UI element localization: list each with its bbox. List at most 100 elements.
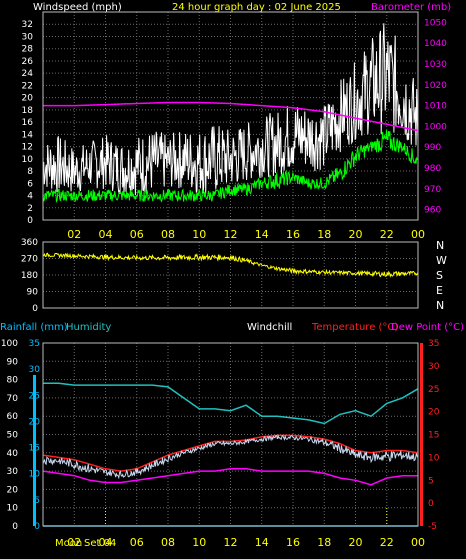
rainfall-tick-label: 0 (34, 522, 40, 532)
time-tick-label: 18 (317, 228, 331, 241)
humidity-tick-label: 10 (7, 504, 19, 514)
time-tick-label: 14 (255, 228, 269, 241)
time-tick-label: 12 (224, 536, 238, 549)
barometer-tick-label: 960 (424, 206, 441, 216)
windspeed-tick-label: 30 (22, 32, 34, 42)
time-tick-label: 08 (161, 536, 175, 549)
panel3-frame (42, 342, 419, 527)
barometer-tick-label: 990 (424, 143, 441, 153)
temperature-axis-bar (420, 343, 423, 526)
temperature-tick-label: 15 (428, 431, 439, 441)
windspeed-tick-label: 26 (22, 57, 34, 67)
humidity-tick-label: 80 (7, 376, 19, 386)
humidity-tick-label: 30 (7, 467, 19, 477)
barometer-tick-label: 1000 (424, 122, 447, 132)
windspeed-tick-label: 32 (22, 20, 33, 30)
humidity-axis-title: Humidity (66, 322, 111, 333)
time-tick-label: 02 (67, 228, 81, 241)
time-tick-label: 22 (380, 536, 394, 549)
windspeed-line (42, 23, 419, 196)
panel2-frame (42, 241, 419, 309)
temperature-ticks: -5 0 5 10 15 20 25 30 35 (428, 339, 440, 532)
time-tick-label: 22 (380, 228, 394, 241)
time-tick-label: 02 (67, 536, 81, 549)
dewpoint-line (42, 468, 418, 486)
windspeed-tick-label: 2 (27, 204, 33, 214)
rainfall-tick-label: 35 (29, 339, 40, 349)
windspeed-tick-label: 14 (22, 130, 34, 140)
time-tick-label: 16 (286, 536, 300, 549)
barometer-tick-label: 1040 (424, 39, 447, 49)
rainfall-axis-title: Rainfall (mm) (0, 322, 68, 333)
rainfall-axis-bar (33, 375, 36, 526)
windspeed-tick-label: 28 (22, 45, 34, 55)
windspeed-tick-label: 20 (22, 94, 34, 104)
barometer-tick-label: 1030 (424, 60, 447, 70)
time-tick-label: 12 (224, 228, 238, 241)
windspeed-tick-label: 8 (27, 167, 33, 177)
windspeed-tick-label: 22 (22, 81, 33, 91)
windspeed-tick-label: 16 (22, 118, 34, 128)
panel1-series (42, 23, 419, 204)
graph-title: 24 hour graph day : 02 June 2025 (172, 2, 341, 13)
humidity-tick-label: 0 (12, 522, 18, 532)
time-tick-label: 00 (411, 536, 425, 549)
barometer-tick-label: 970 (424, 185, 441, 195)
time-tick-label: 04 (99, 536, 113, 549)
dewpoint-axis-title: Dew Point (°C) (391, 322, 464, 333)
humidity-tick-label: 70 (7, 394, 19, 404)
panel1-frame (42, 11, 419, 221)
direction-tick-label: 360 (21, 238, 38, 248)
wind-direction-line (42, 252, 419, 278)
temperature-tick-label: 20 (428, 408, 440, 418)
time-tick-label: 20 (349, 228, 363, 241)
temperature-tick-label: -5 (428, 522, 437, 532)
compass-label: E (436, 284, 443, 297)
temperature-tick-label: 5 (428, 476, 434, 486)
windspeed-tick-label: 12 (22, 143, 33, 153)
temperature-tick-label: 10 (428, 453, 440, 463)
windspeed-tick-label: 18 (22, 106, 34, 116)
humidity-tick-label: 40 (7, 449, 19, 459)
windspeed-tick-label: 0 (27, 216, 33, 226)
moonset-label: Set 04 (84, 538, 116, 549)
temperature-tick-label: 30 (428, 362, 440, 372)
temperature-tick-label: 0 (428, 499, 434, 509)
time-tick-label: 06 (130, 228, 144, 241)
rainfall-tick-label: 5 (34, 496, 40, 506)
moon-label: Moon (55, 538, 82, 549)
windchill-line (42, 433, 419, 480)
humidity-tick-label: 60 (7, 412, 19, 422)
windspeed-tick-label: 6 (27, 179, 33, 189)
compass-label: N (436, 299, 444, 312)
temperature-tick-label: 25 (428, 385, 439, 395)
windchill-axis-title: Windchill (247, 322, 292, 333)
time-tick-label: 08 (161, 228, 175, 241)
windspeed-tick-label: 4 (27, 192, 33, 202)
compass-label: W (436, 254, 447, 267)
time-tick-label: 20 (349, 536, 363, 549)
panel2-series (42, 252, 419, 278)
direction-tick-label: 90 (27, 288, 39, 298)
humidity-line (43, 382, 419, 425)
time-tick-label: 00 (411, 228, 425, 241)
temperature-axis-title: Temperature (°C) (311, 322, 398, 333)
rainfall-tick-label: 30 (29, 365, 41, 375)
time-tick-label: 04 (99, 228, 113, 241)
barometer-tick-label: 980 (424, 164, 441, 174)
humidity-tick-label: 50 (7, 431, 19, 441)
time-tick-label: 10 (192, 536, 206, 549)
humidity-tick-label: 90 (7, 357, 19, 367)
time-tick-label: 10 (192, 228, 206, 241)
humidity-tick-label: 20 (7, 485, 19, 495)
windspeed-tick-label: 24 (22, 69, 34, 79)
direction-tick-label: 270 (21, 255, 38, 265)
direction-tick-label: 180 (21, 271, 38, 281)
windspeed-axis-title: Windspeed (mph) (33, 2, 122, 13)
barometer-tick-label: 1010 (424, 102, 447, 112)
panel3-time-ticks: 02 04 06 08 10 12 14 16 18 20 22 00 (67, 536, 425, 549)
